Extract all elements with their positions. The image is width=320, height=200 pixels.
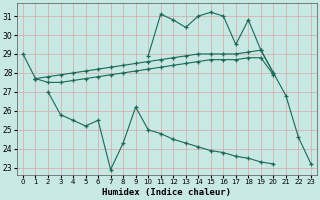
- X-axis label: Humidex (Indice chaleur): Humidex (Indice chaleur): [102, 188, 231, 197]
